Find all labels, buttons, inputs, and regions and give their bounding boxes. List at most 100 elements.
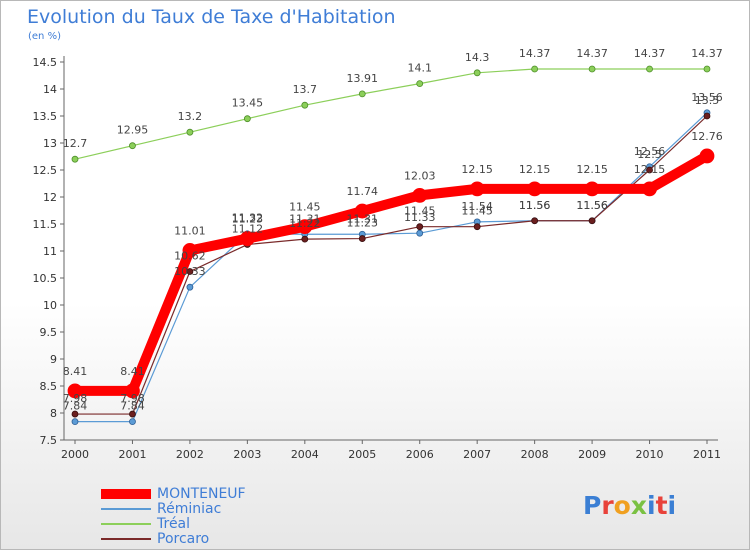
y-tick-label: 14.5 <box>33 56 58 69</box>
data-label-porcaro: 7.98 <box>63 392 88 405</box>
y-tick-label: 13.5 <box>33 110 58 123</box>
legend-item-reminiac: Réminiac <box>101 501 246 516</box>
data-point-porcaro <box>416 223 424 231</box>
data-point-monteneuf <box>67 383 83 399</box>
legend-label: Réminiac <box>157 500 222 517</box>
data-label-reminiac: 13.56 <box>691 91 723 104</box>
data-label-reminiac: 11.33 <box>404 211 436 224</box>
legend-swatch <box>101 488 151 499</box>
data-label-monteneuf: 12.03 <box>404 169 436 182</box>
data-label-porcaro: 10.62 <box>174 250 206 263</box>
data-label-treal: 14.37 <box>634 47 666 60</box>
y-tick-label: 9 <box>50 353 57 366</box>
data-point-treal <box>301 101 309 109</box>
data-point-treal <box>358 90 366 98</box>
legend-label: Porcaro <box>157 530 210 547</box>
data-label-treal: 14.37 <box>691 47 723 60</box>
data-point-treal <box>531 65 539 73</box>
data-label-reminiac: 11.31 <box>347 212 379 225</box>
data-label-reminiac: 11.32 <box>232 212 264 225</box>
data-point-monteneuf <box>239 231 255 246</box>
data-point-reminiac <box>186 283 194 291</box>
data-label-treal: 14.1 <box>407 62 432 75</box>
data-point-reminiac <box>71 418 79 426</box>
legend-swatch <box>101 507 151 510</box>
data-point-treal <box>588 65 596 73</box>
proxiti-logo: Proxiti <box>583 491 676 520</box>
data-point-reminiac <box>129 418 136 426</box>
data-point-treal <box>416 80 424 87</box>
chart-title: Evolution du Taux de Taxe d'Habitation <box>27 6 396 28</box>
data-label-monteneuf: 8.41 <box>120 365 145 378</box>
data-point-treal <box>186 128 194 136</box>
x-tick-label: 2009 <box>578 448 606 461</box>
data-label-treal: 14.37 <box>576 47 608 60</box>
data-label-treal: 13.45 <box>232 97 264 110</box>
data-label-monteneuf: 11.23 <box>232 213 264 226</box>
data-point-reminiac <box>416 229 424 237</box>
chart-unit-label: (en %) <box>28 31 61 42</box>
data-point-porcaro <box>531 217 539 225</box>
data-label-treal: 14.37 <box>519 47 551 60</box>
data-label-porcaro: 11.56 <box>576 199 608 212</box>
chart-legend: MONTENEUF Réminiac Tréal Porcaro <box>101 486 246 546</box>
data-label-porcaro: 11.22 <box>289 217 321 230</box>
logo-letter: x <box>630 491 647 520</box>
data-point-treal <box>473 69 481 77</box>
data-label-porcaro: 7.98 <box>120 392 145 405</box>
data-point-monteneuf <box>584 181 600 197</box>
x-tick-label: 2003 <box>233 448 261 461</box>
data-point-porcaro <box>129 410 136 418</box>
x-tick-label: 2005 <box>348 448 376 461</box>
y-tick-label: 12 <box>43 191 57 204</box>
data-label-treal: 12.95 <box>117 124 149 137</box>
data-label-porcaro: 11.45 <box>461 205 493 218</box>
data-point-monteneuf <box>699 148 715 164</box>
data-point-porcaro <box>71 410 79 418</box>
data-label-treal: 14.3 <box>465 51 490 64</box>
data-label-porcaro: 11.56 <box>519 199 551 212</box>
x-tick-label: 2007 <box>463 448 491 461</box>
y-tick-label: 8 <box>50 407 57 420</box>
data-point-monteneuf <box>297 219 313 235</box>
data-point-treal <box>71 155 79 163</box>
x-tick-label: 2006 <box>406 448 434 461</box>
y-tick-label: 12.5 <box>33 164 58 177</box>
data-point-porcaro <box>301 235 309 243</box>
data-point-porcaro <box>473 223 481 231</box>
data-label-monteneuf: 11.74 <box>347 185 379 198</box>
legend-item-porcaro: Porcaro <box>101 531 246 546</box>
x-tick-label: 2010 <box>636 448 664 461</box>
legend-item-treal: Tréal <box>101 516 246 531</box>
data-label-treal: 13.2 <box>178 110 203 123</box>
data-label-monteneuf: 11.45 <box>289 201 321 214</box>
data-label-treal: 13.91 <box>347 72 379 85</box>
data-label-reminiac: 11.31 <box>289 212 321 225</box>
data-label-porcaro: 11.12 <box>232 223 264 236</box>
y-tick-label: 13 <box>43 137 57 150</box>
logo-letter: i <box>667 491 677 520</box>
data-point-monteneuf <box>125 383 140 399</box>
data-label-porcaro: 12.5 <box>637 148 662 161</box>
data-label-porcaro: 13.5 <box>695 94 720 107</box>
data-label-treal: 13.7 <box>293 83 318 96</box>
data-label-reminiac: 11.54 <box>461 200 493 213</box>
data-label-reminiac: 11.56 <box>519 199 551 212</box>
data-point-porcaro <box>186 268 194 275</box>
data-label-reminiac: 12.56 <box>634 145 666 158</box>
y-tick-label: 11 <box>43 245 57 258</box>
series-line-monteneuf <box>70 150 712 396</box>
x-tick-label: 2004 <box>291 448 319 461</box>
data-label-reminiac: 7.84 <box>120 400 145 413</box>
legend-swatch <box>101 522 151 525</box>
logo-letter: o <box>613 491 631 520</box>
data-label-treal: 12.7 <box>63 137 88 150</box>
series-line-porcaro <box>74 115 708 415</box>
data-point-monteneuf <box>412 187 428 203</box>
logo-letter: i <box>647 491 656 520</box>
data-point-treal <box>129 142 136 150</box>
x-tick-label: 2000 <box>61 448 89 461</box>
logo-letter: P <box>583 491 602 520</box>
